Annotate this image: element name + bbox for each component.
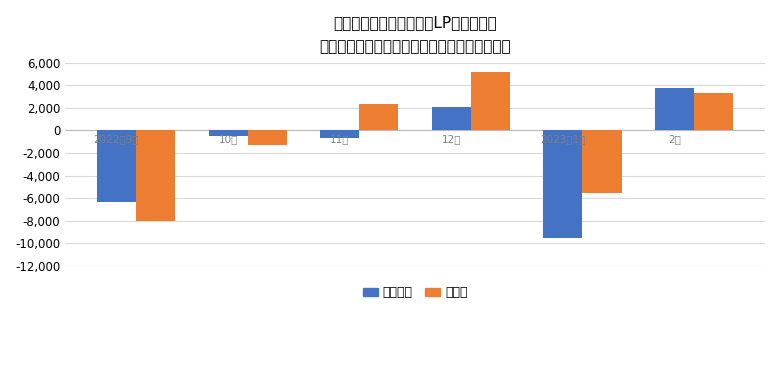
Bar	[136, 130, 175, 221]
Text: 2022年9月: 2022年9月	[94, 134, 139, 144]
Text: 10月: 10月	[218, 134, 238, 144]
Text: 2月: 2月	[668, 134, 681, 144]
Legend: プロパン, ブタン: プロパン, ブタン	[357, 281, 473, 305]
Text: 2023年1月: 2023年1月	[541, 134, 586, 144]
Text: 11月: 11月	[330, 134, 349, 144]
Bar	[360, 104, 399, 130]
Bar	[432, 107, 471, 130]
Bar	[471, 72, 510, 130]
Bar	[544, 130, 583, 238]
Title: アストモスエネルギー　LPガス卸価格
価格改定幅（前月比）１トンあたり　単位：円: アストモスエネルギー LPガス卸価格 価格改定幅（前月比）１トンあたり 単位：円	[319, 15, 511, 55]
Bar	[208, 130, 247, 136]
Bar	[320, 130, 360, 138]
Bar	[655, 87, 694, 130]
Text: 12月: 12月	[441, 134, 461, 144]
Bar	[694, 93, 733, 130]
Bar	[97, 130, 136, 202]
Bar	[583, 130, 622, 193]
Bar	[247, 130, 287, 145]
